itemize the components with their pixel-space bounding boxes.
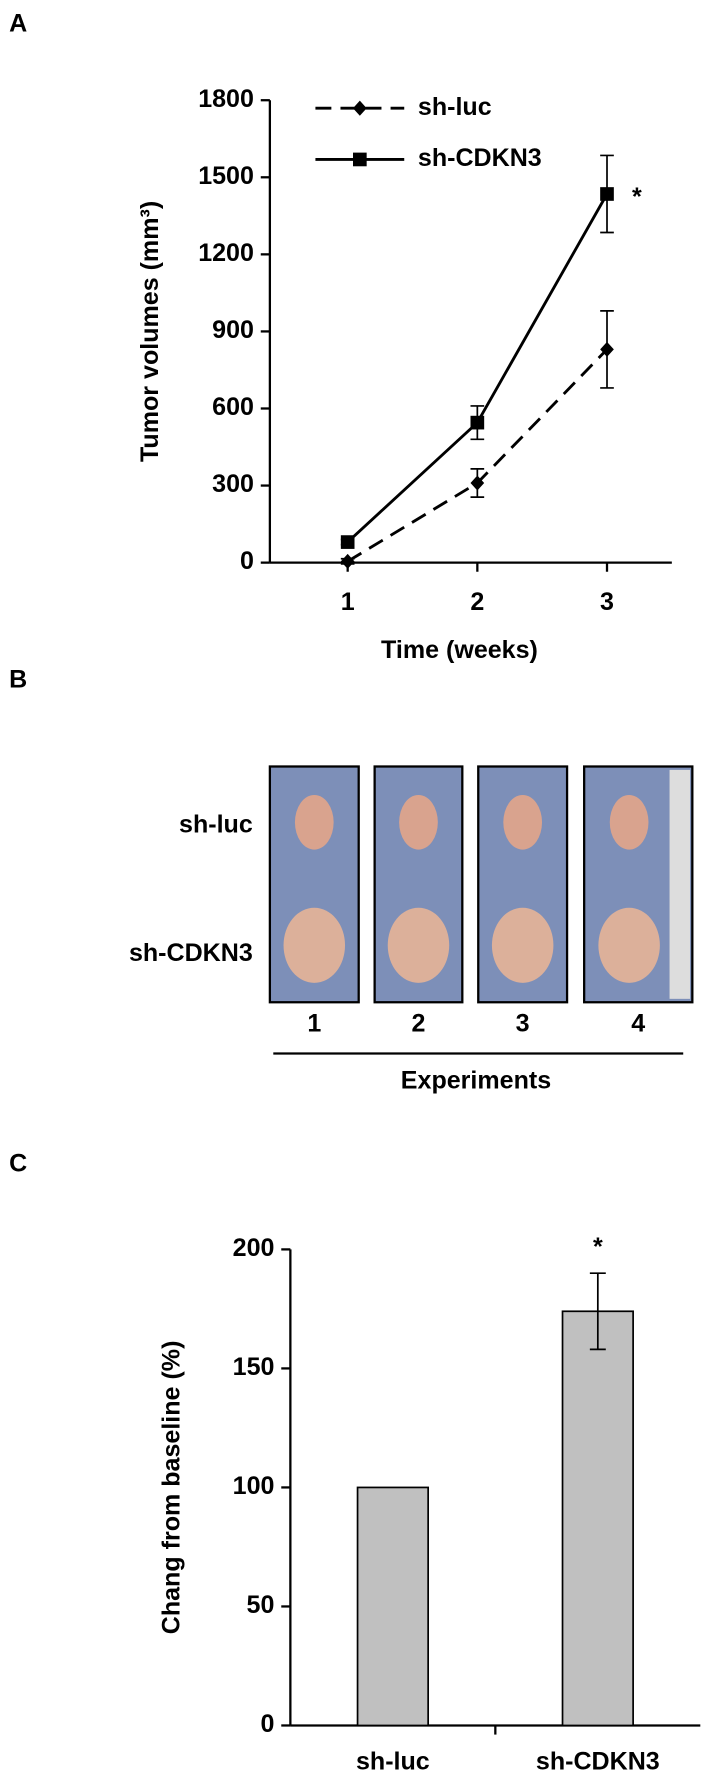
- error-bar: [589, 1272, 606, 1351]
- legend-label: sh-luc: [418, 93, 492, 121]
- marker: [600, 341, 614, 357]
- x-axis-title: Experiments: [401, 1067, 551, 1095]
- tumor: [283, 907, 346, 983]
- series-line: [346, 348, 609, 563]
- legend-label: sh-CDKN3: [418, 144, 542, 172]
- y-tick-label: 300: [212, 470, 254, 498]
- y-tick-label: 100: [233, 1472, 275, 1500]
- panel-label: C: [9, 1150, 27, 1178]
- row-label: sh-luc: [179, 810, 253, 838]
- marker: [600, 187, 614, 201]
- tumor: [294, 794, 334, 850]
- x-tick-label: 2: [470, 588, 484, 616]
- y-tick-label: 1800: [198, 85, 254, 113]
- tumor: [598, 907, 660, 983]
- x-tick-label: 1: [341, 588, 355, 616]
- y-tick-label: 0: [260, 1710, 274, 1738]
- annotation: *: [632, 183, 642, 211]
- panel-label: A: [9, 10, 27, 38]
- x-axis-title: Time (weeks): [381, 636, 538, 664]
- x-tick-label: sh-luc: [356, 1748, 430, 1776]
- column-label: 2: [412, 1010, 426, 1038]
- x-tick-label: 3: [600, 588, 614, 616]
- tumor: [387, 907, 450, 983]
- y-tick-label: 0: [240, 547, 254, 575]
- y-tick-label: 50: [247, 1591, 275, 1619]
- marker: [340, 535, 355, 549]
- marker: [353, 152, 367, 167]
- tumor: [503, 794, 543, 850]
- marker: [470, 475, 485, 491]
- y-tick-label: 900: [212, 316, 254, 344]
- tumor: [399, 794, 438, 850]
- bar: [356, 1486, 430, 1727]
- column-label: 3: [516, 1010, 530, 1038]
- annotation: *: [593, 1233, 603, 1261]
- y-axis-title: Tumor volumes (mm³): [136, 201, 164, 462]
- y-tick-label: 150: [233, 1353, 275, 1381]
- y-tick-label: 1500: [198, 162, 254, 190]
- x-tick-label: sh-CDKN3: [536, 1748, 660, 1776]
- marker: [340, 553, 355, 569]
- y-tick-label: 200: [233, 1234, 275, 1262]
- bar: [561, 1310, 634, 1727]
- ruler: [669, 769, 691, 999]
- column-label: 4: [631, 1010, 645, 1038]
- marker: [353, 100, 367, 116]
- y-axis-title: Chang from baseline (%): [158, 1341, 186, 1635]
- tumor: [491, 907, 554, 983]
- y-tick-label: 1200: [198, 239, 254, 267]
- tumor: [609, 794, 649, 850]
- y-tick-label: 600: [212, 393, 254, 421]
- column-label: 1: [307, 1010, 321, 1038]
- row-label: sh-CDKN3: [129, 939, 253, 967]
- panel-label: B: [9, 666, 27, 694]
- marker: [470, 415, 485, 430]
